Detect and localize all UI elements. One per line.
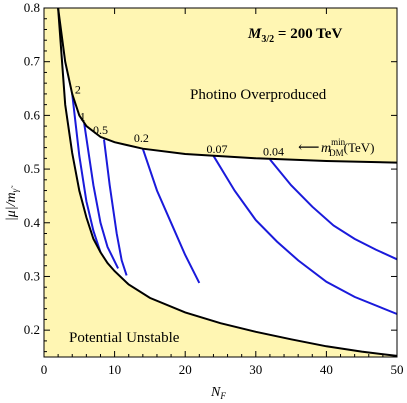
series-label-5: 0.07 xyxy=(207,142,228,156)
legend-unit: (TeV) xyxy=(344,140,375,155)
legend-sub: DM xyxy=(329,148,344,158)
y-tick-label: 0.2 xyxy=(24,322,40,337)
series-label-1: 2 xyxy=(75,83,81,97)
y-tick-label: 0.8 xyxy=(24,0,40,15)
title-mass: 200 TeV xyxy=(290,26,342,42)
series-line-4 xyxy=(141,148,201,284)
y-tick-label: 0.3 xyxy=(24,268,40,283)
series-label-2: 1 xyxy=(80,109,86,123)
upper-boundary-line xyxy=(57,7,398,164)
series-curves xyxy=(71,93,398,315)
series-line-6 xyxy=(269,158,398,261)
series-label-4: 0.2 xyxy=(134,131,149,145)
legend-sup: min xyxy=(331,137,346,147)
y-axis-label: |μ|/mγ̃ xyxy=(4,185,20,221)
plot-area: 2 1 0.5 0.2 0.07 0.04 xyxy=(44,7,398,357)
y-axis-label-sub: γ̃ xyxy=(10,185,20,193)
x-tick-label: 30 xyxy=(249,362,262,377)
axis-ticks: 0 10 20 30 40 50 0.2 0.3 0.4 0.5 0.6 0.7 0.8 xyxy=(24,0,404,377)
series-line-1 xyxy=(71,93,102,253)
y-axis-label-main: |μ|/m xyxy=(4,192,19,221)
lower-boundary-line xyxy=(57,7,398,357)
legend-label: mmin DM(TeV) xyxy=(321,137,375,158)
chart-title: M3/2 = 200 TeV xyxy=(247,26,342,45)
series-line-5 xyxy=(212,155,398,315)
series-line-3 xyxy=(103,139,128,276)
x-tick-label: 0 xyxy=(41,362,48,377)
series-line-2 xyxy=(83,123,119,269)
x-axis-label: NF xyxy=(210,385,226,401)
y-tick-label: 0.4 xyxy=(24,215,41,230)
y-tick-label: 0.5 xyxy=(24,161,40,176)
shaded-region xyxy=(44,8,397,357)
x-tick-label: 20 xyxy=(179,362,192,377)
region-label-lower: Potential Unstable xyxy=(69,330,180,346)
curve-labels: 2 1 0.5 0.2 0.07 0.04 xyxy=(75,83,284,159)
x-axis-label-main: N xyxy=(210,385,221,400)
legend-m: m xyxy=(321,141,331,156)
x-tick-label: 40 xyxy=(320,362,333,377)
plot-frame xyxy=(43,7,398,358)
x-tick-label: 50 xyxy=(391,362,404,377)
region-label-upper: Photino Overproduced xyxy=(190,87,327,103)
y-tick-label: 0.7 xyxy=(24,54,41,69)
series-label-6: 0.04 xyxy=(263,144,284,158)
x-axis-label-sub: F xyxy=(219,391,226,401)
y-tick-label: 0.6 xyxy=(24,107,41,122)
legend-arrow: ⟵ xyxy=(298,140,320,156)
series-label-3: 0.5 xyxy=(93,123,108,137)
x-tick-label: 10 xyxy=(108,362,121,377)
